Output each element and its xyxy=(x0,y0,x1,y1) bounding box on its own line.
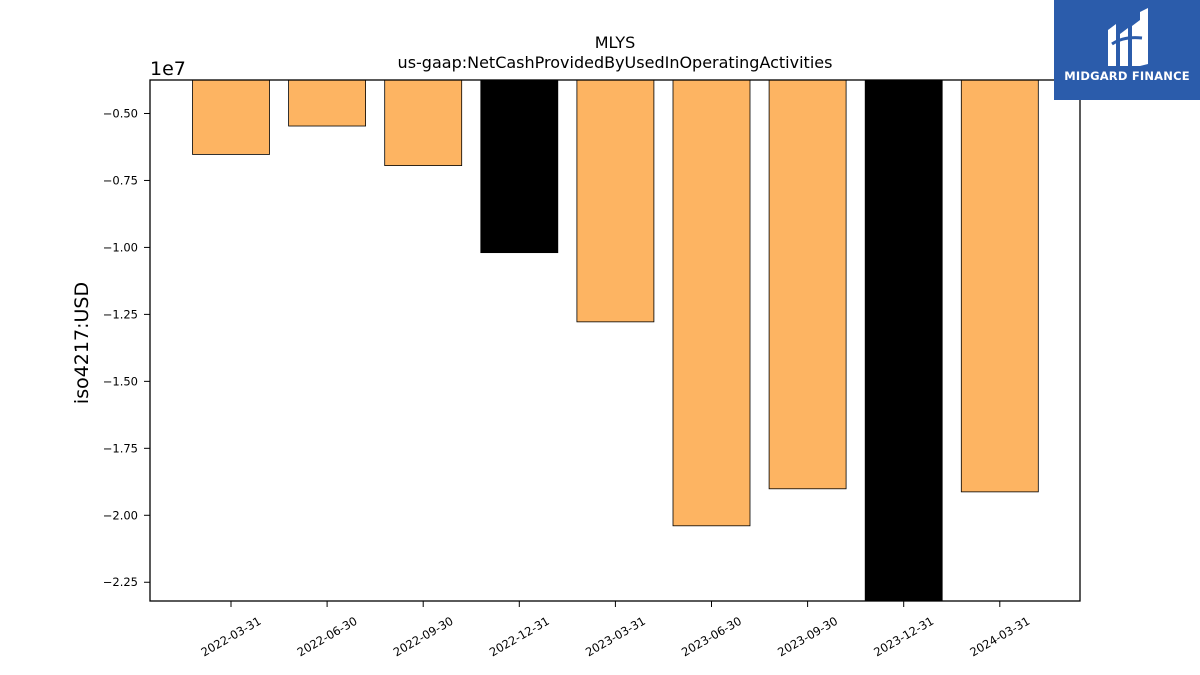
y-tick-label: −2.00 xyxy=(103,508,138,522)
bar-2022-09-30 xyxy=(384,79,463,166)
y-tick-label: −1.50 xyxy=(103,374,138,388)
y-axis-ticks: −0.50 −0.75 −1.00 −1.25 −1.50 −1.75 −2.00 −2.25 xyxy=(103,106,150,589)
x-tick-label: 2023-12-31 xyxy=(871,614,936,660)
chart-subtitle: us-gaap:NetCashProvidedByUsedInOperating… xyxy=(398,53,833,72)
bar-2023-03-31 xyxy=(576,79,655,323)
y-tick-label: −1.00 xyxy=(103,240,138,254)
bars-group xyxy=(192,79,1039,602)
plot-frame xyxy=(149,79,1081,602)
chart-title: MLYS xyxy=(595,33,636,52)
y-tick-label: −1.75 xyxy=(103,441,138,455)
x-tick-label: 2022-06-30 xyxy=(295,614,360,660)
x-tick-label: 2022-12-31 xyxy=(487,614,552,660)
bar-2022-03-31 xyxy=(192,79,270,155)
y-tick-label: −0.50 xyxy=(103,106,138,120)
x-tick-label: 2022-03-31 xyxy=(199,614,264,660)
bar-2024-03-31 xyxy=(960,79,1039,493)
x-tick-label: 2023-03-31 xyxy=(583,614,648,660)
y-axis-offset-text: 1e7 xyxy=(150,58,186,80)
x-tick-label: 2022-09-30 xyxy=(391,614,456,660)
x-tick-label: 2024-03-31 xyxy=(967,614,1032,660)
midgard-logo-icon xyxy=(1108,8,1148,66)
y-tick-label: −0.75 xyxy=(103,173,138,187)
bar-2022-06-30 xyxy=(288,79,367,127)
brand-logo: MIDGARD FINANCE xyxy=(1054,0,1200,100)
bar-2022-12-31 xyxy=(480,79,559,254)
x-tick-label: 2023-09-30 xyxy=(775,614,840,660)
bar-2023-12-31 xyxy=(864,79,943,602)
x-tick-label: 2023-06-30 xyxy=(679,614,744,660)
bar-2023-06-30 xyxy=(672,79,751,527)
y-axis-label: iso4217:USD xyxy=(71,282,93,404)
x-axis-ticks: 2022-03-31 2022-06-30 2022-09-30 2022-12-31… xyxy=(199,601,1032,660)
y-tick-label: −1.25 xyxy=(103,307,138,321)
brand-logo-text: MIDGARD FINANCE xyxy=(1064,69,1190,83)
y-tick-label: −2.25 xyxy=(103,575,138,589)
bar-2023-09-30 xyxy=(768,79,847,490)
